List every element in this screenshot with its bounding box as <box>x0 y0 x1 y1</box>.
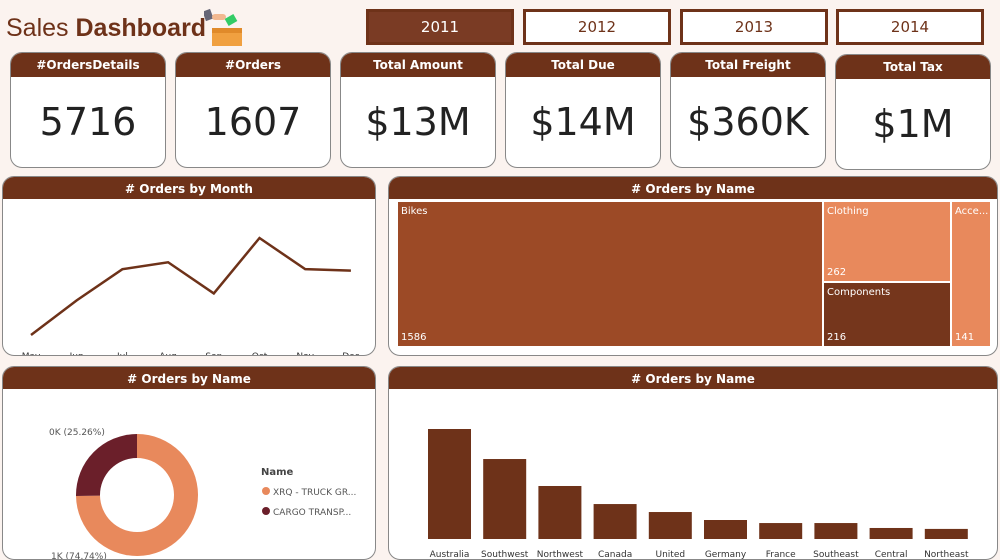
kpi-card: Total Amount $13M <box>340 52 496 168</box>
bar[interactable] <box>593 504 637 539</box>
treemap-tile[interactable]: Components 216 <box>823 282 951 347</box>
line-series <box>30 236 351 336</box>
legend-item[interactable]: XRQ - TRUCK GR... <box>273 488 356 498</box>
legend-marker <box>262 507 270 515</box>
kpi-value: $13M <box>365 100 471 144</box>
kpi-card: #Orders 1607 <box>175 52 331 168</box>
tile-value: 262 <box>827 267 847 278</box>
kpi-value: 1607 <box>204 100 302 144</box>
tile-value: 1586 <box>401 332 427 343</box>
tile-value: 216 <box>827 332 847 343</box>
kpi-card: Total Freight $360K <box>670 52 826 168</box>
panel-title: # Orders by Name <box>389 367 997 389</box>
panel-title: # Orders by Month <box>3 177 375 199</box>
legend-item[interactable]: CARGO TRANSP... <box>273 508 351 518</box>
panel-title: # Orders by Name <box>389 177 997 199</box>
tile-label: Bikes <box>401 206 428 217</box>
year-filter-2014[interactable]: 2014 <box>836 9 984 45</box>
tile-label: Acce... <box>955 206 989 217</box>
orders-by-month-panel: # Orders by Month May Jun Jul Aug Sep Oct Nov D… <box>2 176 376 356</box>
tile-value: 141 <box>955 332 975 343</box>
x-tick-label: Aug <box>159 352 177 356</box>
treemap-tile[interactable]: Acce... 141 <box>951 201 991 347</box>
legend-title: Name <box>261 467 294 478</box>
x-tick-label: Jun <box>69 352 84 356</box>
x-tick-label: Sep <box>205 352 222 356</box>
kpi-label: Total Freight <box>671 53 825 77</box>
x-tick-label: UnitedKingdom <box>650 550 690 559</box>
bar[interactable] <box>704 520 747 539</box>
x-tick-label: Northwest <box>537 550 584 559</box>
kpi-label: Total Due <box>506 53 660 77</box>
x-tick-label: Oct <box>252 352 268 356</box>
bar[interactable] <box>814 523 858 539</box>
x-tick-label: May <box>22 352 41 356</box>
treemap-tile[interactable]: Clothing 262 <box>823 201 951 282</box>
legend-marker <box>262 487 270 495</box>
orders-by-name-bar-panel: # Orders by Name Australia Southwest North… <box>388 366 998 560</box>
x-tick-label: France <box>766 550 796 559</box>
donut-slice[interactable] <box>76 434 137 496</box>
bar[interactable] <box>538 485 582 539</box>
orders-by-name-donut-panel: # Orders by Name 0K (25.26%) 1K (74.74%) N… <box>2 366 376 560</box>
tile-label: Components <box>827 287 891 298</box>
orders-by-name-treemap-panel: # Orders by Name Bikes 1586 Clothing 262 Com… <box>388 176 998 356</box>
donut-slice[interactable] <box>76 434 199 556</box>
kpi-value: $360K <box>687 100 809 144</box>
kpi-card: Total Due $14M <box>505 52 661 168</box>
year-filter-2012[interactable]: 2012 <box>523 9 671 45</box>
kpi-card: #OrdersDetails 5716 <box>10 52 166 168</box>
bar[interactable] <box>869 527 913 539</box>
kpi-label: Total Amount <box>341 53 495 77</box>
donut-chart: 0K (25.26%) 1K (74.74%) Name XRQ - TRUCK GR… <box>49 428 356 559</box>
year-filter-2011[interactable]: 2011 <box>366 9 514 45</box>
x-tick-label: Nov <box>296 352 314 356</box>
treemap-tile[interactable]: Bikes 1586 <box>397 201 823 347</box>
x-tick-label: Australia <box>430 550 470 559</box>
year-filter-2013[interactable]: 2013 <box>680 9 828 45</box>
x-tick-label: Northeast <box>924 550 969 559</box>
x-tick-label: Southwest <box>481 550 529 559</box>
kpi-value: $1M <box>872 102 954 146</box>
bar[interactable] <box>483 459 527 539</box>
x-tick-label: Canada <box>598 550 632 559</box>
kpi-card: Total Tax $1M <box>835 54 991 170</box>
kpi-value: 5716 <box>39 100 137 144</box>
kpi-label: #OrdersDetails <box>11 53 165 77</box>
bar[interactable] <box>648 512 692 539</box>
bar-chart: Australia Southwest Northwest Canada UnitedK… <box>428 429 969 559</box>
slice-label: 0K (25.26%) <box>49 428 105 438</box>
kpi-label: #Orders <box>176 53 330 77</box>
x-tick-label: Jul <box>116 352 128 356</box>
bar[interactable] <box>759 523 803 539</box>
bar[interactable] <box>428 429 471 539</box>
kpi-value: $14M <box>530 100 636 144</box>
x-tick-label: Dec <box>342 352 359 356</box>
money-box-icon <box>204 8 242 46</box>
bar[interactable] <box>924 528 968 539</box>
slice-label: 1K (74.74%) <box>51 552 107 559</box>
x-tick-label: Central <box>875 550 908 559</box>
line-chart: May Jun Jul Aug Sep Oct Nov Dec <box>22 236 360 356</box>
panel-title: # Orders by Name <box>3 367 375 389</box>
tile-label: Clothing <box>827 206 869 217</box>
kpi-label: Total Tax <box>836 55 990 79</box>
x-tick-label: Germany <box>705 550 747 559</box>
page-title: Sales Dashboard <box>6 14 207 42</box>
x-tick-label: Southeast <box>813 550 859 559</box>
